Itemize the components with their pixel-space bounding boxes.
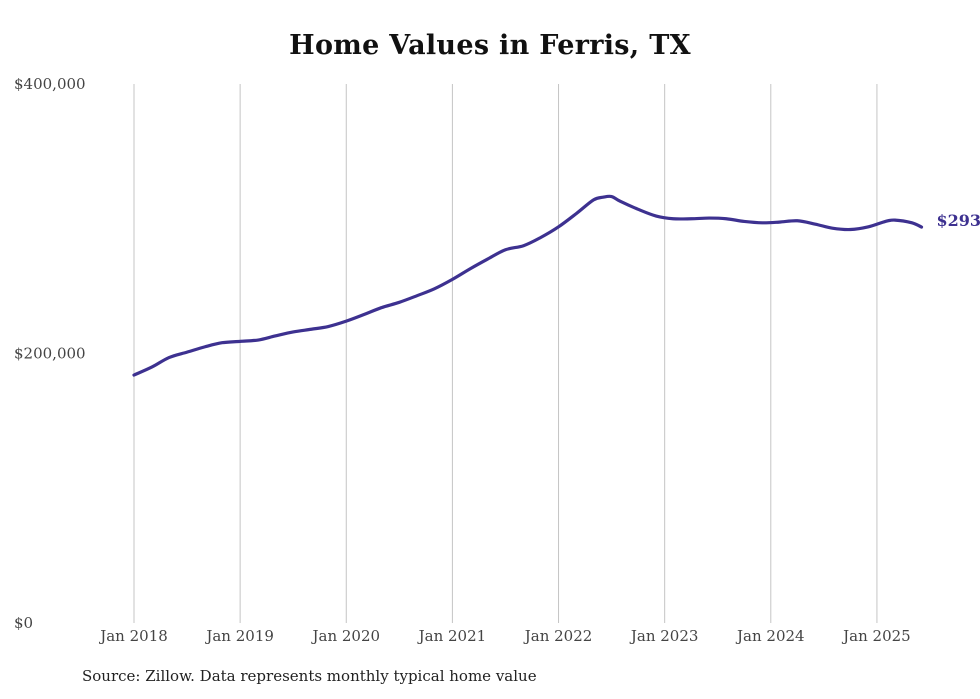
- source-note: Source: Zillow. Data represents monthly …: [82, 667, 537, 685]
- y-tick-label: $0: [14, 614, 33, 632]
- x-tick-label: Jan 2024: [735, 627, 805, 645]
- chart-title: Home Values in Ferris, TX: [289, 30, 691, 61]
- x-tick-label: Jan 2020: [310, 627, 380, 645]
- x-tick-label: Jan 2019: [204, 627, 274, 645]
- y-tick-label: $200,000: [14, 345, 86, 363]
- x-tick-label: Jan 2023: [629, 627, 699, 645]
- y-tick-label: $400,000: [14, 75, 86, 93]
- x-tick-label: Jan 2022: [523, 627, 593, 645]
- x-tick-label: Jan 2025: [841, 627, 911, 645]
- end-value-label: $293,809: [937, 211, 980, 230]
- home-value-line: [132, 194, 924, 377]
- x-tick-label: Jan 2018: [98, 627, 168, 645]
- x-tick-label: Jan 2021: [417, 627, 487, 645]
